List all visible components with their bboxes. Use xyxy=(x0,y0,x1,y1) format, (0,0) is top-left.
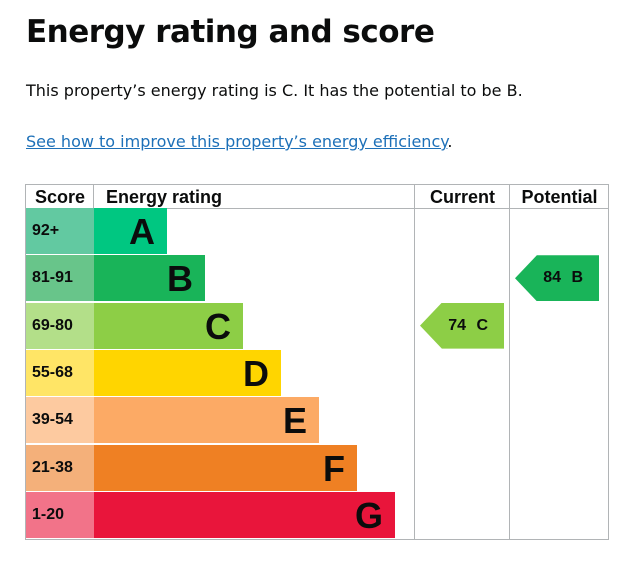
band-score: 69-80 xyxy=(26,302,94,349)
current-rating-arrow: 74 C xyxy=(420,302,504,349)
band-score: 1-20 xyxy=(26,491,94,538)
divider xyxy=(509,185,510,539)
divider xyxy=(26,208,608,209)
rating-summary: This property’s energy rating is C. It h… xyxy=(26,81,523,100)
header-energy-rating: Energy rating xyxy=(106,187,223,207)
band-bar: F xyxy=(94,444,357,491)
potential-rating-arrow: 84 B xyxy=(515,255,599,302)
band-bar: B xyxy=(94,255,205,302)
divider xyxy=(93,185,94,209)
link-suffix: . xyxy=(447,132,453,151)
band-score: 21-38 xyxy=(26,444,94,491)
improve-efficiency-link[interactable]: See how to improve this property’s energ… xyxy=(26,132,448,151)
header-potential: Potential xyxy=(521,187,598,207)
improve-link-line: See how to improve this property’s energ… xyxy=(26,132,453,151)
band-score: 81-91 xyxy=(26,255,94,302)
energy-rating-chart: Score Energy rating Current Potential 92… xyxy=(25,184,609,540)
band-bar: D xyxy=(94,349,281,396)
band-bar: G xyxy=(94,491,395,538)
header-score: Score xyxy=(34,187,86,207)
band-score: 39-54 xyxy=(26,397,94,444)
band-score: 55-68 xyxy=(26,349,94,396)
band-bar: E xyxy=(94,397,319,444)
band-score: 92+ xyxy=(26,208,94,254)
page-title: Energy rating and score xyxy=(26,14,435,50)
band-bar: C xyxy=(94,302,243,349)
divider xyxy=(414,185,415,539)
header-current: Current xyxy=(429,187,495,207)
band-bar: A xyxy=(94,208,167,254)
